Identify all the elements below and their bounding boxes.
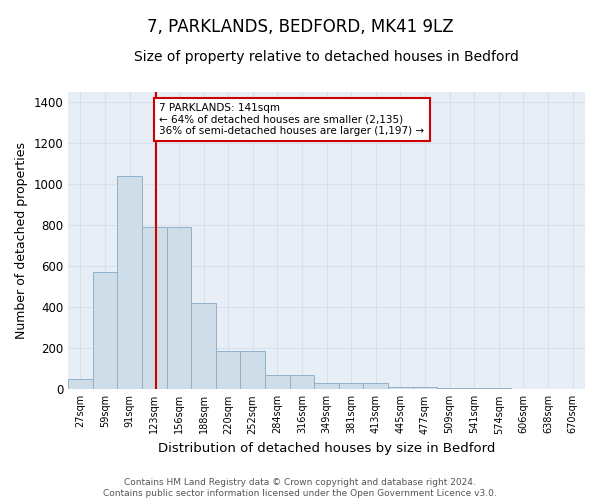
Text: 7 PARKLANDS: 141sqm
← 64% of detached houses are smaller (2,135)
36% of semi-det: 7 PARKLANDS: 141sqm ← 64% of detached ho… bbox=[160, 103, 425, 136]
X-axis label: Distribution of detached houses by size in Bedford: Distribution of detached houses by size … bbox=[158, 442, 495, 455]
Bar bbox=[118, 176, 142, 390]
Bar bbox=[462, 388, 487, 390]
Title: Size of property relative to detached houses in Bedford: Size of property relative to detached ho… bbox=[134, 50, 519, 64]
Bar bbox=[167, 227, 191, 390]
Text: Contains HM Land Registry data © Crown copyright and database right 2024.
Contai: Contains HM Land Registry data © Crown c… bbox=[103, 478, 497, 498]
Bar bbox=[487, 388, 511, 390]
Bar bbox=[314, 383, 339, 390]
Bar bbox=[142, 227, 167, 390]
Bar bbox=[339, 383, 364, 390]
Bar bbox=[388, 387, 413, 390]
Bar bbox=[216, 352, 241, 390]
Bar bbox=[364, 383, 388, 390]
Bar bbox=[93, 272, 118, 390]
Text: 7, PARKLANDS, BEDFORD, MK41 9LZ: 7, PARKLANDS, BEDFORD, MK41 9LZ bbox=[146, 18, 454, 36]
Bar bbox=[68, 379, 93, 390]
Bar bbox=[413, 387, 437, 390]
Bar bbox=[265, 375, 290, 390]
Bar bbox=[290, 375, 314, 390]
Bar bbox=[437, 388, 462, 390]
Bar bbox=[191, 303, 216, 390]
Bar bbox=[241, 352, 265, 390]
Y-axis label: Number of detached properties: Number of detached properties bbox=[15, 142, 28, 339]
